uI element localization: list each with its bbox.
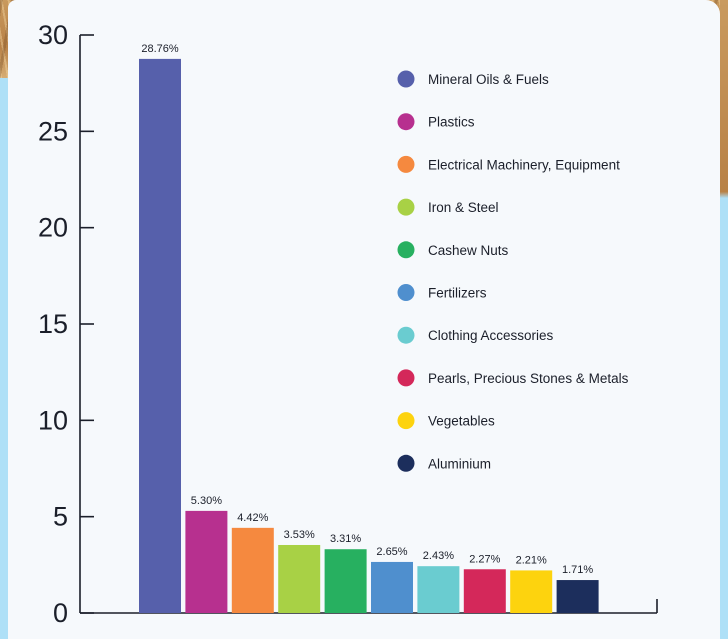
y-tick-label: 0 — [53, 598, 68, 628]
y-tick-label: 15 — [38, 309, 68, 339]
chart-panel — [8, 0, 720, 639]
legend-marker — [397, 70, 415, 88]
y-tick-label: 20 — [38, 213, 68, 243]
legend-label: Iron & Steel — [428, 200, 499, 215]
legend-label: Vegetables — [428, 414, 495, 429]
legend-label: Pearls, Precious Stones & Metals — [428, 371, 629, 386]
bar-value-label: 28.76% — [141, 43, 179, 55]
legend-label: Aluminium — [428, 456, 491, 471]
legend-marker — [397, 412, 415, 430]
bar — [185, 510, 228, 613]
bar — [417, 566, 460, 613]
legend-marker — [397, 113, 415, 131]
bar — [278, 544, 321, 613]
chart-axes: 0 5 10 15 20 25 30 — [38, 20, 658, 628]
legend-marker — [397, 198, 415, 216]
y-tick-label: 10 — [38, 405, 68, 435]
y-tick-label: 30 — [38, 20, 68, 50]
bar — [231, 527, 274, 613]
bar-value-label: 1.71% — [562, 564, 593, 576]
legend-marker — [397, 284, 415, 301]
legend-marker — [397, 241, 415, 259]
bar-value-label: 3.31% — [330, 533, 361, 545]
bar — [463, 569, 506, 613]
legend: Mineral Oils & Fuels Plastics Electrical M… — [397, 70, 629, 472]
y-tick-label: 5 — [53, 502, 68, 532]
bar-value-label: 2.27% — [469, 553, 500, 565]
bar — [371, 561, 413, 613]
bar-value-label: 5.30% — [191, 495, 222, 507]
bar-value-label: 4.42% — [237, 512, 268, 524]
bar-value-label: 2.43% — [423, 550, 454, 562]
legend-marker — [397, 454, 415, 472]
legend-label: Clothing Accessories — [428, 328, 554, 343]
legend-label: Cashew Nuts — [428, 243, 509, 258]
wood-background-right — [720, 0, 728, 639]
legend-label: Electrical Machinery, Equipment — [428, 157, 620, 172]
bar — [556, 580, 599, 613]
legend-label: Mineral Oils & Fuels — [428, 72, 549, 87]
bar — [324, 549, 367, 613]
bar-value-label: 2.65% — [376, 546, 407, 558]
bars-group: 28.76% 5.30% 4.42% 3.53% 3.31% 2.65% 2.43% 2.27… — [139, 43, 599, 613]
legend-marker — [397, 326, 415, 344]
legend-label: Fertilizers — [428, 286, 487, 301]
bar-value-label: 2.21% — [516, 554, 547, 566]
y-tick-label: 25 — [38, 116, 68, 146]
bar — [139, 58, 181, 613]
bar — [510, 570, 553, 613]
bar-value-label: 3.53% — [284, 529, 315, 541]
legend-marker — [397, 369, 415, 387]
legend-label: Plastics — [428, 115, 475, 130]
legend-marker — [397, 155, 415, 173]
